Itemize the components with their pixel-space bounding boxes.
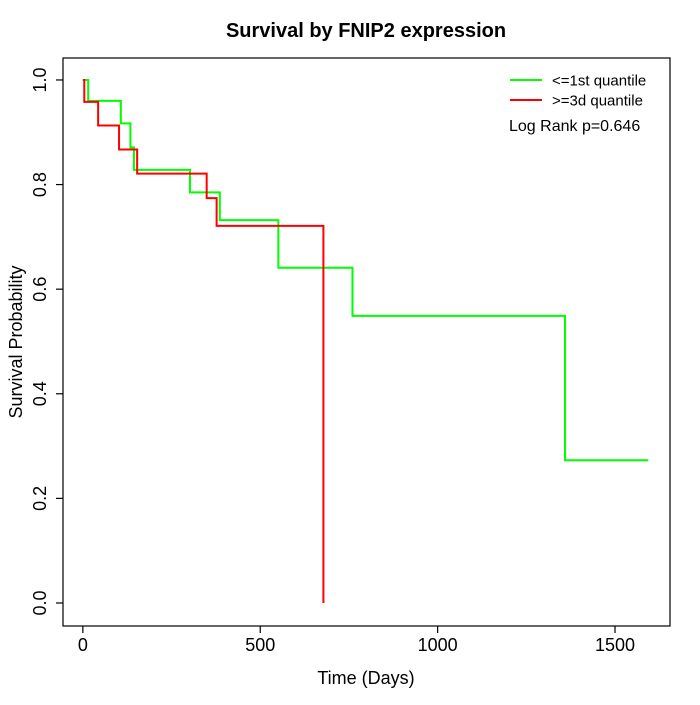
y-tick-label: 0.6 [30, 277, 50, 302]
y-tick-label: 0.4 [30, 381, 50, 406]
chart-title: Survival by FNIP2 expression [226, 20, 506, 42]
legend: <=1st quantile >=3d quantile Log Rank p=… [509, 73, 646, 136]
y-axis-label: Survival Probability [6, 265, 26, 418]
survival-curve-first-quantile [82, 78, 649, 462]
y-tick-label: 0.2 [30, 486, 50, 511]
y-tick-label: 0.0 [30, 590, 50, 615]
survival-curve-third-quantile [82, 78, 325, 603]
survival-curves [82, 78, 649, 603]
y-tick-label: 1.0 [30, 67, 50, 92]
x-tick-label: 1500 [595, 635, 635, 655]
legend-label-first-quantile: <=1st quantile [552, 73, 646, 90]
x-tick-label: 1000 [418, 635, 458, 655]
plot-box-border [62, 57, 671, 627]
logrank-annotation: Log Rank p=0.646 [509, 118, 640, 135]
x-axis-label: Time (Days) [317, 668, 414, 688]
y-axis-ticks: 0.0 0.2 0.4 0.6 0.8 1.0 [30, 67, 63, 616]
x-axis-ticks: 0 500 1000 1500 [78, 626, 635, 655]
legend-label-third-quantile: >=3d quantile [552, 93, 643, 110]
x-tick-label: 0 [78, 635, 88, 655]
y-tick-label: 0.8 [30, 172, 50, 197]
x-tick-label: 500 [245, 635, 275, 655]
